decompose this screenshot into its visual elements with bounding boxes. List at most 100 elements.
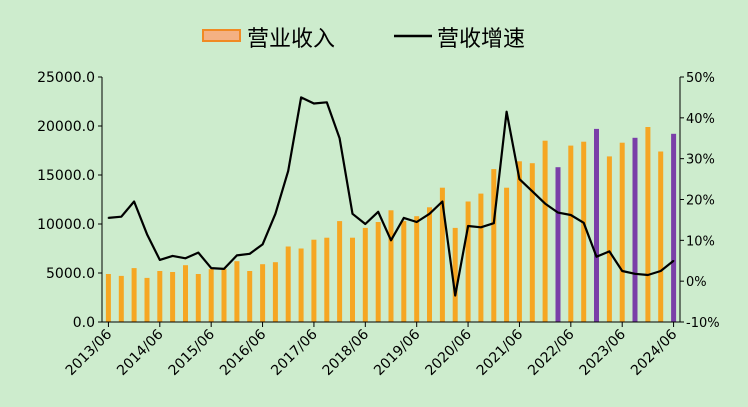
revenue-bar	[247, 271, 253, 322]
legend: 营业收入 营收增速	[202, 27, 525, 52]
revenue-bar	[491, 169, 497, 322]
left-tick-label: 15000.0	[37, 168, 95, 184]
revenue-bar	[619, 142, 625, 322]
x-tick-label: 2020/06	[422, 326, 475, 379]
growth-point	[171, 255, 174, 257]
growth-point	[647, 274, 649, 276]
revenue-bar	[478, 193, 484, 322]
revenue-bar	[568, 145, 574, 322]
left-tick-label: 5000.0	[46, 266, 95, 282]
growth-point	[621, 270, 623, 272]
right-tick-label: 10%	[686, 234, 715, 249]
revenue-bar	[388, 210, 394, 322]
revenue-bar	[401, 221, 407, 322]
line-series-layer	[107, 96, 675, 297]
right-tick-label: 30%	[686, 153, 715, 168]
revenue-bar	[285, 246, 291, 322]
x-tick-label: 2018/06	[320, 326, 373, 379]
growth-point	[518, 178, 521, 180]
right-tick-label: -10%	[686, 316, 720, 331]
growth-point	[274, 213, 277, 215]
revenue-bar	[298, 248, 304, 322]
growth-point	[338, 137, 341, 140]
revenue-bar	[414, 216, 420, 322]
growth-point	[107, 217, 110, 219]
growth-point	[364, 223, 367, 225]
right-tick-label: 50%	[686, 71, 715, 86]
left-tick-label: 10000.0	[37, 217, 95, 233]
growth-point	[326, 101, 328, 104]
growth-point	[390, 239, 392, 242]
growth-point	[557, 211, 559, 214]
growth-point	[403, 217, 405, 219]
growth-point	[313, 102, 315, 105]
bar-series	[105, 127, 677, 322]
revenue-bar	[439, 187, 445, 322]
revenue-bar	[144, 277, 150, 322]
revenue-bar	[465, 201, 471, 322]
right-tick-label: 0%	[686, 275, 707, 290]
revenue-bar	[671, 133, 677, 322]
revenue-bar	[260, 264, 266, 322]
revenue-bar	[581, 141, 587, 322]
revenue-bar	[427, 207, 432, 322]
growth-point	[377, 211, 380, 213]
x-tick-label: 2019/06	[371, 326, 424, 379]
revenue-bar	[221, 269, 227, 322]
growth-point	[480, 226, 482, 229]
revenue-bar	[324, 237, 330, 322]
growth-point	[261, 243, 264, 246]
revenue-bar	[632, 137, 638, 322]
growth-point	[441, 200, 444, 203]
growth-point	[236, 254, 238, 257]
growth-point	[595, 255, 598, 258]
growth-point	[223, 268, 225, 270]
revenue-bar	[350, 237, 355, 322]
revenue-bar	[555, 167, 561, 322]
revenue-bar	[504, 187, 510, 322]
revenue-bar	[234, 261, 240, 322]
revenue-bar	[272, 262, 278, 322]
left-axis-ticks: 0.0 5000.0 10000.0 15000.0 20000.0 25000.0	[37, 70, 102, 331]
growth-point	[608, 250, 611, 253]
growth-point	[634, 273, 636, 275]
revenue-bar	[311, 239, 317, 322]
revenue-bar	[183, 265, 188, 322]
x-tick-label: 2021/06	[474, 326, 527, 379]
growth-point	[505, 110, 508, 113]
growth-point	[570, 214, 572, 216]
left-tick-label: 20000.0	[37, 119, 95, 135]
growth-point	[428, 213, 431, 215]
revenue-bar	[170, 272, 176, 322]
growth-point	[493, 222, 495, 224]
growth-point	[159, 259, 161, 261]
revenue-bar	[195, 274, 201, 322]
revenue-bar	[516, 161, 522, 322]
right-axis-ticks: -10% 0% 10% 20% 30% 40% 50%	[680, 71, 720, 331]
x-tick-label: 2013/06	[63, 326, 116, 379]
revenue-bar	[157, 271, 163, 322]
x-tick-label: 2023/06	[577, 326, 630, 379]
growth-point	[120, 215, 123, 218]
growth-point	[300, 96, 302, 99]
revenue-bar	[606, 156, 612, 322]
growth-point	[248, 253, 251, 255]
growth-point	[531, 190, 534, 193]
revenue-bar	[362, 227, 368, 322]
revenue-bar	[452, 227, 458, 322]
x-tick-label: 2024/06	[628, 326, 681, 379]
revenue-bar	[529, 163, 535, 322]
left-tick-label: 0.0	[73, 315, 95, 331]
x-tick-label: 2017/06	[268, 326, 321, 379]
legend-line-label: 营收增速	[437, 27, 525, 52]
growth-point	[210, 267, 212, 269]
revenue-bar	[658, 151, 664, 322]
growth-point	[197, 251, 200, 254]
revenue-bar	[118, 275, 124, 322]
revenue-bar	[105, 274, 111, 322]
revenue-bar	[131, 268, 137, 322]
growth-point	[467, 225, 469, 227]
growth-point	[659, 270, 662, 272]
growth-point	[544, 202, 546, 205]
growth-point	[133, 200, 135, 203]
